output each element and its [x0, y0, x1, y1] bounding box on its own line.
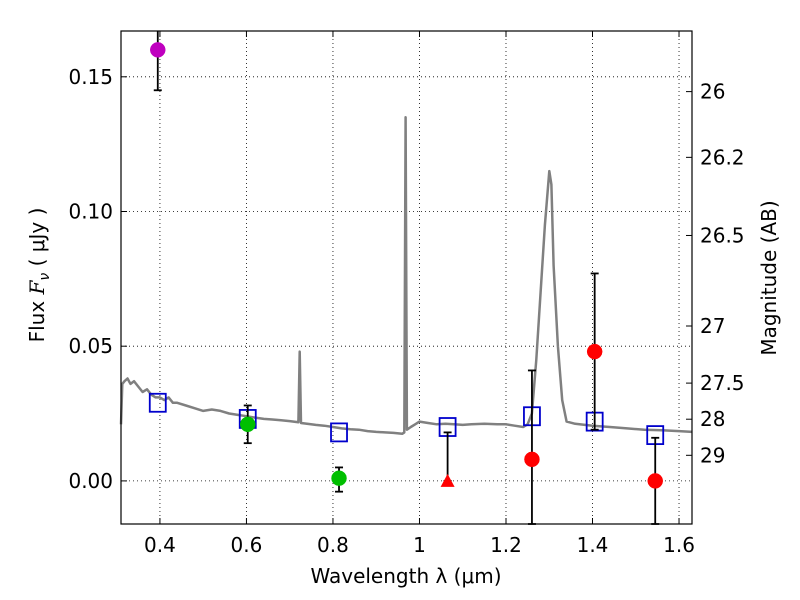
x-tick-label: 0.4 [144, 533, 176, 557]
y-tick-label: 0.00 [68, 469, 113, 493]
x-tick-label: 0.6 [231, 533, 263, 557]
y-tick-label: 0.05 [68, 334, 113, 358]
y-axis-title: Flux Fν ( μJy ) [25, 208, 53, 343]
x-tick-label: 1.4 [577, 533, 609, 557]
y2-axis-title: Magnitude (AB) [757, 200, 781, 355]
x-tick-label: 0.8 [317, 533, 349, 557]
y-axis-title-unit: ( μJy ) [25, 208, 49, 273]
mag-tick-label: 26 [700, 80, 725, 104]
x-axis-title: Wavelength λ (μm) [310, 564, 501, 588]
red-point [647, 473, 663, 489]
red-point [586, 343, 603, 360]
data-markers [148, 31, 665, 525]
magenta-point [150, 42, 166, 58]
mag-tick-label: 27 [700, 314, 725, 338]
model-photometry-square [148, 392, 167, 413]
upper-limit-triangle [440, 473, 455, 487]
x-tick-label: 1.6 [663, 533, 695, 557]
y-tick-label: 0.10 [68, 199, 113, 223]
mag-tick-label: 29 [700, 443, 725, 467]
mag-tick-label: 26.2 [700, 145, 745, 169]
red-point [524, 451, 540, 468]
mag-tick-label: 26.5 [700, 223, 745, 247]
green-point [331, 470, 347, 486]
x-tick-label: 1 [413, 533, 426, 557]
green-point [239, 416, 256, 433]
model-photometry-square [330, 422, 348, 443]
model-spectrum-line [119, 115, 693, 436]
ticks: 0.4 0.6 0.8 1 1.2 1.4 1.6 0.00 0.05 0.10 0.15 26 26.… [68, 31, 745, 557]
mag-tick-label: 27.5 [700, 371, 745, 395]
y-axis-title-subscript: ν [37, 273, 53, 281]
plot-frame [120, 30, 693, 525]
mag-tick-label: 28 [700, 407, 725, 431]
y-axis-title-prefix: Flux [25, 294, 49, 342]
model-spectrum [119, 115, 693, 436]
y-axis-title-symbol: F [25, 279, 49, 295]
x-tick-label: 1.2 [490, 533, 522, 557]
y-tick-label: 0.15 [68, 65, 113, 89]
